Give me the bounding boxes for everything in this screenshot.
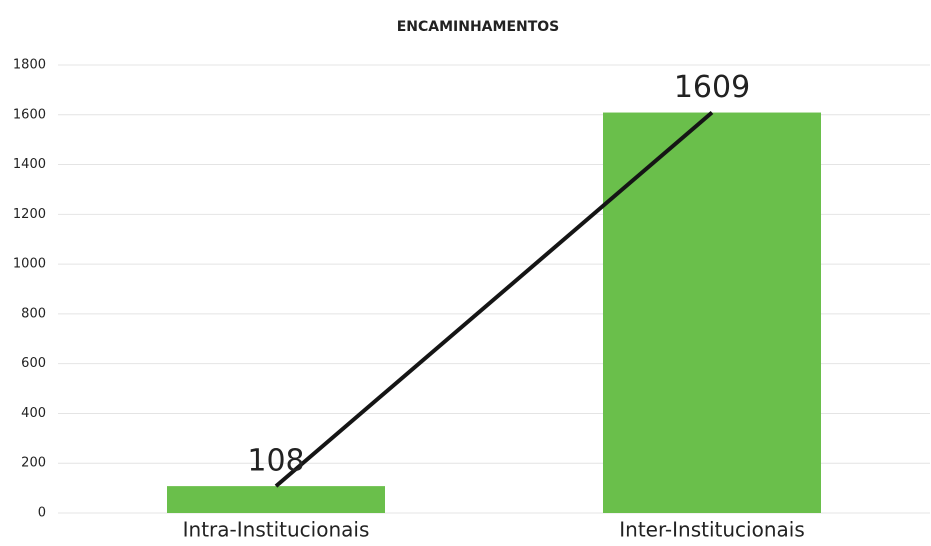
y-tick-label: 1600 <box>13 107 46 122</box>
y-tick-label: 400 <box>21 406 46 421</box>
y-tick-label: 1400 <box>13 157 46 172</box>
y-tick-label: 1200 <box>13 207 46 222</box>
x-tick-label: Inter-Institucionais <box>619 518 805 542</box>
trend-line <box>274 111 714 488</box>
y-tick-label: 200 <box>21 456 46 471</box>
y-tick-label: 1000 <box>13 257 46 272</box>
data-label: 108 <box>247 444 304 479</box>
bar <box>167 486 385 513</box>
bar <box>603 112 821 513</box>
data-label: 1609 <box>674 70 750 105</box>
x-tick-label: Intra-Institucionais <box>183 518 370 542</box>
chart-title: ENCAMINHAMENTOS <box>397 19 560 35</box>
y-tick-label: 800 <box>21 306 46 321</box>
y-tick-label: 600 <box>21 356 46 371</box>
y-tick-label: 1800 <box>13 58 46 73</box>
y-tick-label: 0 <box>38 506 46 521</box>
